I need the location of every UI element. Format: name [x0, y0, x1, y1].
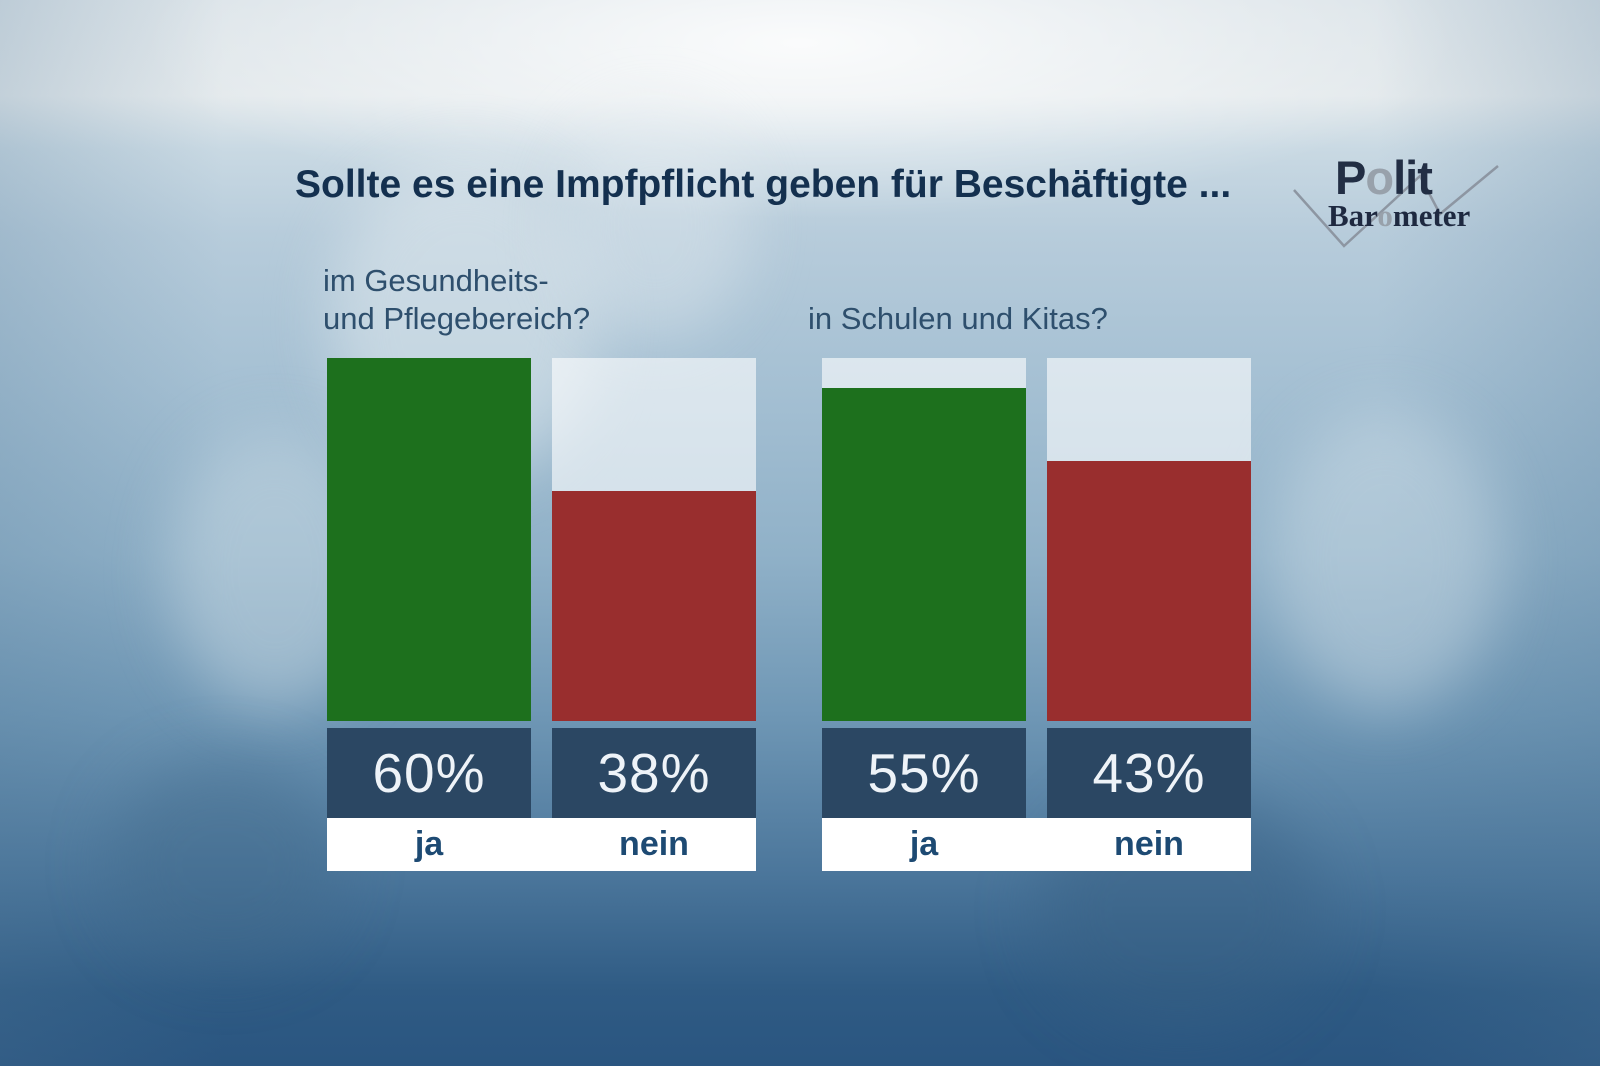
value-label: 60% — [372, 742, 486, 804]
value-label: 38% — [597, 742, 711, 804]
bar-track-ja — [327, 358, 531, 721]
value-badge-ja: 55% — [822, 728, 1026, 818]
group-label-line: in Schulen und Kitas? — [808, 301, 1108, 336]
bar-nein — [552, 491, 756, 721]
category-label-ja: ja — [909, 825, 939, 863]
category-label-ja: ja — [414, 825, 444, 863]
value-badge-nein: 38% — [552, 728, 756, 818]
logo-text-polit: Polit — [1335, 150, 1433, 205]
category-label-nein: nein — [619, 825, 689, 863]
bar-tracks — [327, 358, 756, 721]
bar-track-nein — [1047, 358, 1251, 721]
virus-blob-decoration — [560, 110, 750, 340]
value-band: 55% 43% — [822, 728, 1251, 818]
bar-ja — [327, 358, 531, 721]
politbarometer-logo: Polit Barometer — [1288, 150, 1506, 252]
bar-tracks — [822, 358, 1251, 721]
value-label: 55% — [867, 742, 981, 804]
bar-group-schulen: 55% 43% ja nein — [822, 358, 1251, 871]
bar-ja — [822, 388, 1026, 721]
category-label-nein: nein — [1114, 825, 1184, 863]
logo-letter: meter — [1392, 198, 1471, 233]
group-label-line: und Pflegebereich? — [323, 301, 591, 336]
bar-group-gesundheit: 60% 38% ja nein — [327, 358, 756, 871]
logo-letter: lit — [1393, 151, 1433, 204]
group-label-gesundheit: im Gesundheits- und Pflegebereich? — [323, 262, 590, 338]
virus-blob-decoration — [110, 760, 340, 970]
logo-letter: Bar — [1328, 198, 1378, 233]
category-band: ja nein — [822, 818, 1251, 871]
value-badge-nein: 43% — [1047, 728, 1251, 818]
bar-nein — [1047, 460, 1251, 721]
page-title: Sollte es eine Impfpflicht geben für Bes… — [295, 163, 1232, 206]
logo-letter-gray: o — [1365, 151, 1394, 204]
group-label-schulen: in Schulen und Kitas? — [808, 300, 1108, 338]
bar-track-nein — [552, 358, 756, 721]
group-label-line: im Gesundheits- — [323, 263, 549, 298]
value-label: 43% — [1092, 742, 1206, 804]
value-band: 60% 38% — [327, 728, 756, 818]
logo-letter: P — [1335, 151, 1366, 204]
logo-letter-gray: o — [1377, 198, 1393, 233]
value-badge-ja: 60% — [327, 728, 531, 818]
virus-blob-decoration — [1270, 410, 1500, 710]
bar-track-ja — [822, 358, 1026, 721]
logo-text-barometer: Barometer — [1328, 198, 1470, 234]
zigzag-line-icon — [1293, 165, 1499, 248]
category-band: ja nein — [327, 818, 756, 871]
